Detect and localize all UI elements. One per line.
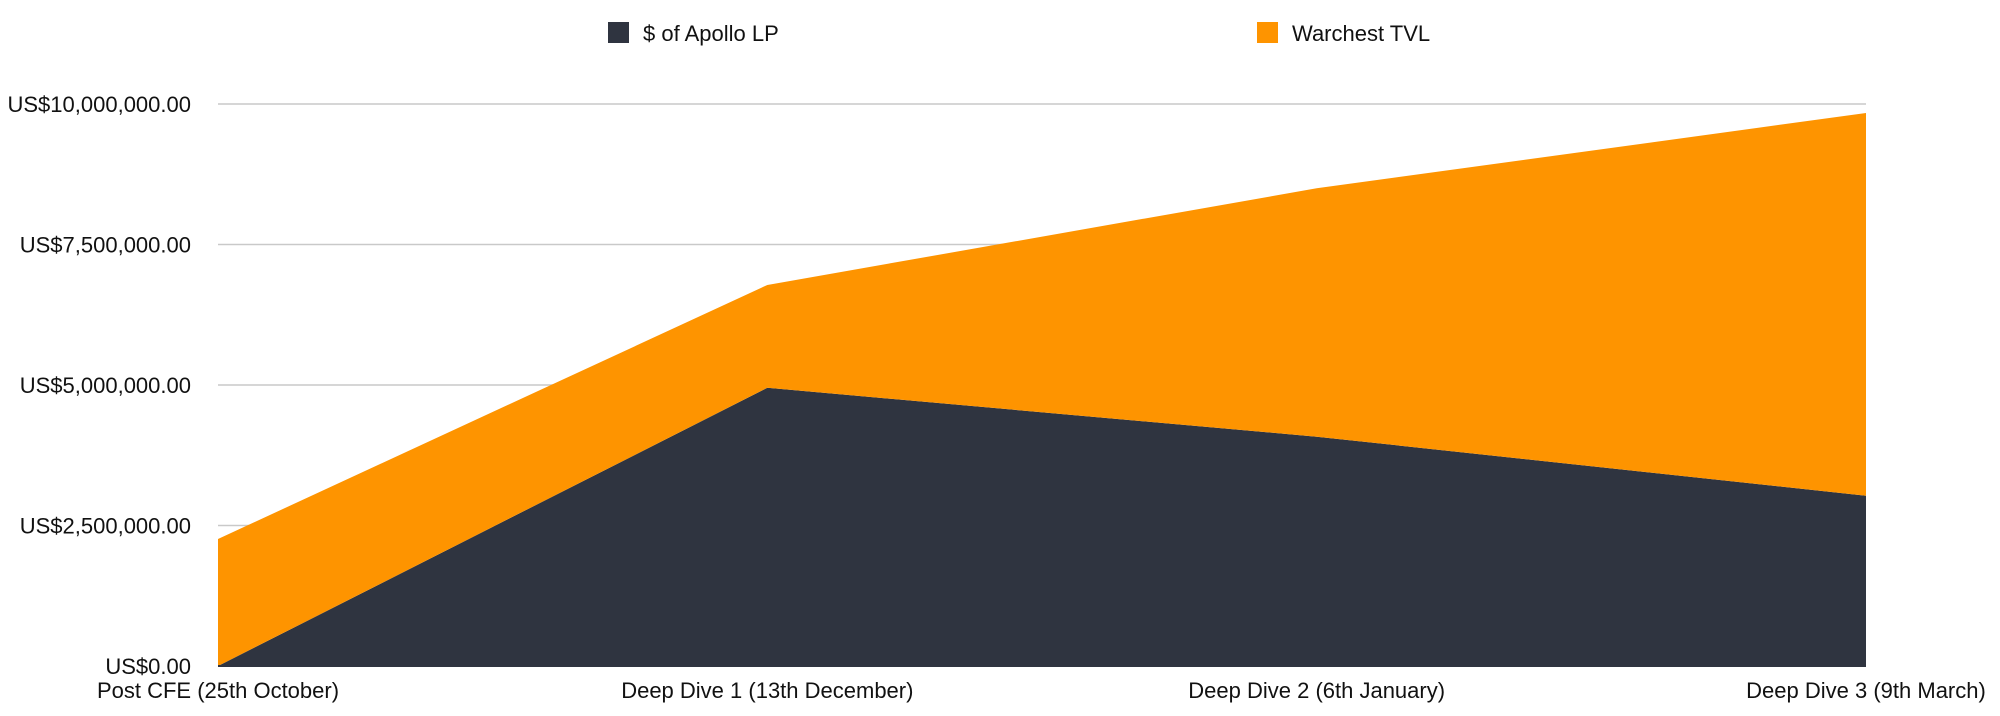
x-tick-label: Post CFE (25th October) (97, 678, 339, 703)
legend-swatch-warchest-tvl (1257, 22, 1278, 43)
legend-swatch-apollo-lp (608, 22, 629, 43)
x-tick-label: Deep Dive 2 (6th January) (1188, 678, 1445, 703)
x-tick-label: Deep Dive 1 (13th December) (621, 678, 913, 703)
area-apollo-lp (218, 387, 1866, 666)
area-warchest-tvl (218, 112, 1866, 667)
plot-areas (218, 112, 1866, 667)
legend-item-apollo-lp: $ of Apollo LP (608, 21, 779, 46)
legend-label-apollo-lp: $ of Apollo LP (643, 21, 779, 46)
legend-item-warchest-tvl: Warchest TVL (1257, 21, 1430, 46)
legend: $ of Apollo LP Warchest TVL (608, 21, 1430, 46)
y-tick-label: US$7,500,000.00 (20, 233, 191, 258)
y-tick-label: US$5,000,000.00 (20, 373, 191, 398)
x-tick-label: Deep Dive 3 (9th March) (1746, 678, 1986, 703)
x-axis: Post CFE (25th October) Deep Dive 1 (13th… (97, 678, 1986, 703)
y-tick-label: US$10,000,000.00 (8, 92, 192, 117)
y-tick-label: US$0.00 (105, 654, 191, 679)
y-tick-label: US$2,500,000.00 (20, 514, 191, 539)
legend-label-warchest-tvl: Warchest TVL (1292, 21, 1430, 46)
y-axis: US$0.00 US$2,500,000.00 US$5,000,000.00 US$… (8, 92, 192, 679)
